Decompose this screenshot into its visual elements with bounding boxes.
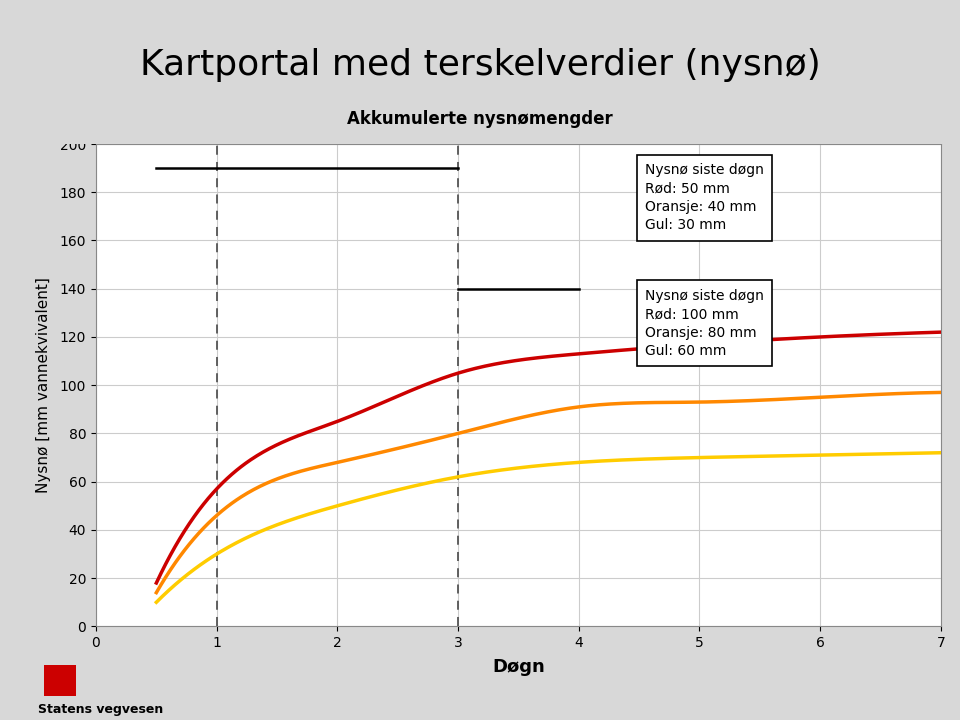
Text: Kartportal med terskelverdier (nysnø): Kartportal med terskelverdier (nysnø) — [139, 48, 821, 82]
Y-axis label: Nysnø [mm vannekvivalent]: Nysnø [mm vannekvivalent] — [36, 277, 52, 493]
Text: Akkumulerte nysnømengder: Akkumulerte nysnømengder — [348, 110, 612, 128]
Bar — [44, 665, 76, 696]
Text: Statens vegvesen: Statens vegvesen — [38, 703, 163, 716]
Text: Nysnø siste døgn
Rød: 100 mm
Oransje: 80 mm
Gul: 60 mm: Nysnø siste døgn Rød: 100 mm Oransje: 80… — [645, 289, 764, 358]
Text: Nysnø siste døgn
Rød: 50 mm
Oransje: 40 mm
Gul: 30 mm: Nysnø siste døgn Rød: 50 mm Oransje: 40 … — [645, 163, 764, 233]
X-axis label: Døgn: Døgn — [492, 659, 544, 677]
